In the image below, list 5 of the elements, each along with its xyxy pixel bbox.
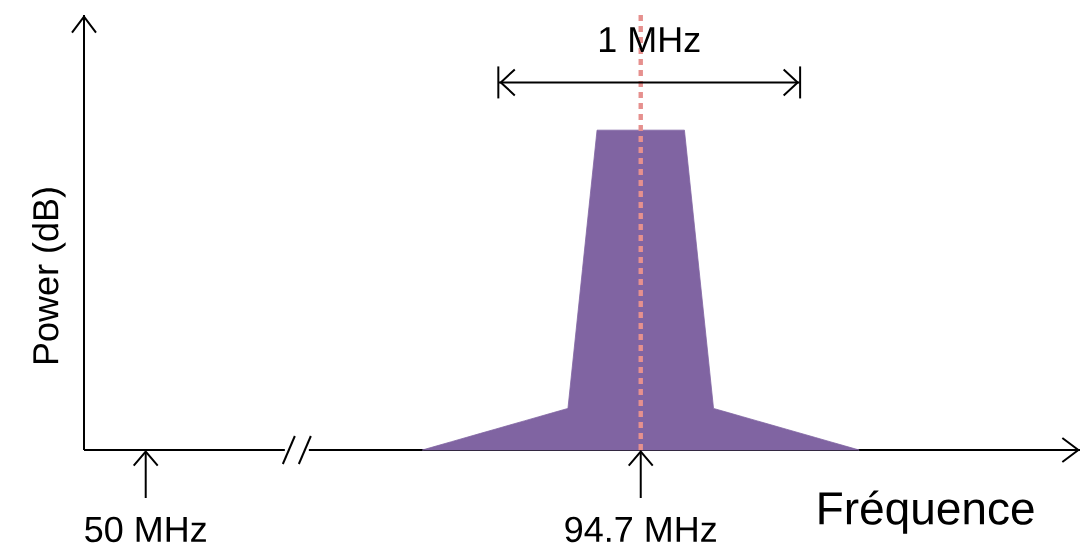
- x-tick-label: 50 MHz: [85, 516, 206, 543]
- y-axis-title: Power (dB): [32, 188, 66, 364]
- x-tick-label: 94.7 MHz: [565, 516, 716, 543]
- x-axis-title: Fréquence: [819, 490, 1034, 534]
- text: 1 MHz: [599, 27, 700, 52]
